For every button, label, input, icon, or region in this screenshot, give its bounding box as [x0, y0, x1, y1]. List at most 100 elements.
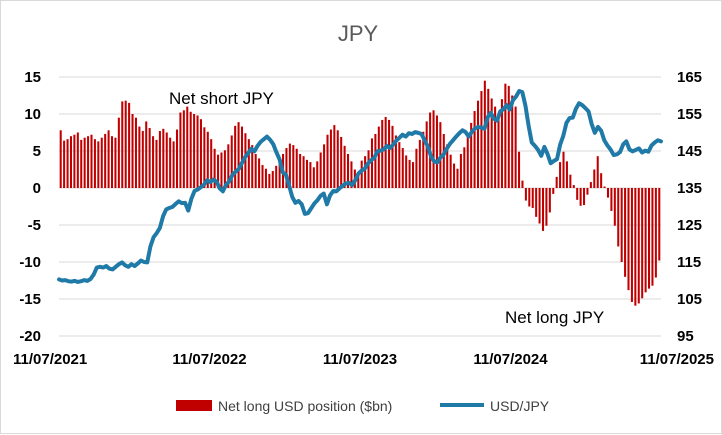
bar [323, 144, 326, 188]
bar [69, 136, 72, 188]
bar [432, 110, 435, 188]
bar [634, 188, 637, 306]
y-right-tick-label: 125 [677, 217, 702, 234]
bar [548, 188, 551, 213]
bar [463, 147, 466, 188]
gridlines [59, 76, 661, 337]
bar [134, 117, 137, 188]
bar [124, 100, 127, 188]
bar [117, 117, 120, 188]
bar [388, 119, 391, 188]
bar [80, 139, 83, 188]
bar [264, 168, 267, 188]
bar [524, 188, 527, 201]
y-axis-left: 15 10 5 0 -5 -10 -15 -20 [19, 69, 41, 345]
x-tick-label: 11/07/2023 [323, 351, 397, 368]
bar [319, 152, 322, 188]
bar [360, 160, 363, 188]
bar [579, 188, 582, 206]
bar [158, 131, 161, 188]
bar [651, 188, 654, 286]
bar [292, 145, 295, 188]
legend-bar-swatch [176, 400, 212, 411]
bar [576, 188, 579, 200]
annotation-net-short: Net short JPY [169, 89, 274, 108]
bar [189, 111, 192, 188]
bar [370, 138, 373, 188]
bar [179, 112, 182, 188]
y-right-tick-label: 155 [677, 106, 702, 123]
bar [487, 88, 490, 188]
y-right-tick-label: 115 [677, 254, 701, 271]
annotation-net-long: Net long JPY [505, 308, 604, 327]
bar [87, 136, 90, 188]
bar [347, 153, 350, 188]
bar [583, 188, 586, 206]
bar [83, 137, 86, 188]
bar [381, 119, 384, 188]
bar [196, 115, 199, 188]
bar [377, 126, 380, 188]
y-right-tick-label: 135 [677, 180, 702, 197]
bar [76, 132, 79, 188]
y-right-tick-label: 105 [677, 291, 702, 308]
bar [63, 140, 66, 188]
bar [107, 130, 110, 188]
bar [374, 133, 377, 188]
y-left-tick-label: 0 [33, 180, 41, 197]
legend-bar-label: Net long USD position ($bn) [218, 398, 392, 414]
bar [336, 130, 339, 188]
bar [476, 100, 480, 188]
bar [535, 188, 538, 217]
bar [206, 131, 209, 188]
bar [275, 165, 278, 188]
bar [521, 180, 524, 188]
bar [620, 188, 623, 262]
bar [59, 130, 62, 188]
bar [230, 135, 233, 188]
bar [97, 141, 100, 188]
bar [470, 122, 473, 188]
bar [480, 91, 483, 188]
bar [128, 102, 131, 188]
bar [169, 137, 172, 188]
x-axis: 11/07/2021 11/07/2022 11/07/2023 11/07/2024… [13, 351, 714, 368]
bar [104, 133, 107, 188]
bar [418, 139, 421, 188]
bar [613, 188, 616, 226]
bar [193, 114, 196, 188]
bar [559, 162, 562, 188]
bar [603, 186, 606, 188]
bar [384, 116, 387, 188]
bar [538, 188, 541, 224]
bar [343, 145, 346, 188]
bar [459, 153, 462, 188]
bar [141, 131, 144, 188]
bar [504, 83, 507, 188]
bar [114, 137, 117, 188]
bar [213, 148, 216, 188]
y-left-tick-label: 10 [24, 106, 41, 123]
bar [333, 125, 336, 188]
bar [254, 153, 257, 188]
bar [234, 125, 237, 188]
bar [589, 182, 592, 188]
bar [405, 155, 408, 188]
bar [600, 173, 603, 188]
bar [453, 163, 456, 188]
bar [425, 121, 428, 188]
bar [658, 188, 661, 261]
bar [562, 151, 565, 188]
chart-title: JPY [338, 21, 379, 46]
bar [329, 129, 332, 188]
bar [541, 188, 545, 231]
bar [278, 160, 281, 188]
bar [271, 170, 274, 188]
bar [309, 162, 312, 188]
bar [288, 143, 291, 188]
x-tick-label: 11/07/2022 [172, 351, 246, 368]
bar [415, 148, 418, 188]
bar [240, 126, 244, 188]
